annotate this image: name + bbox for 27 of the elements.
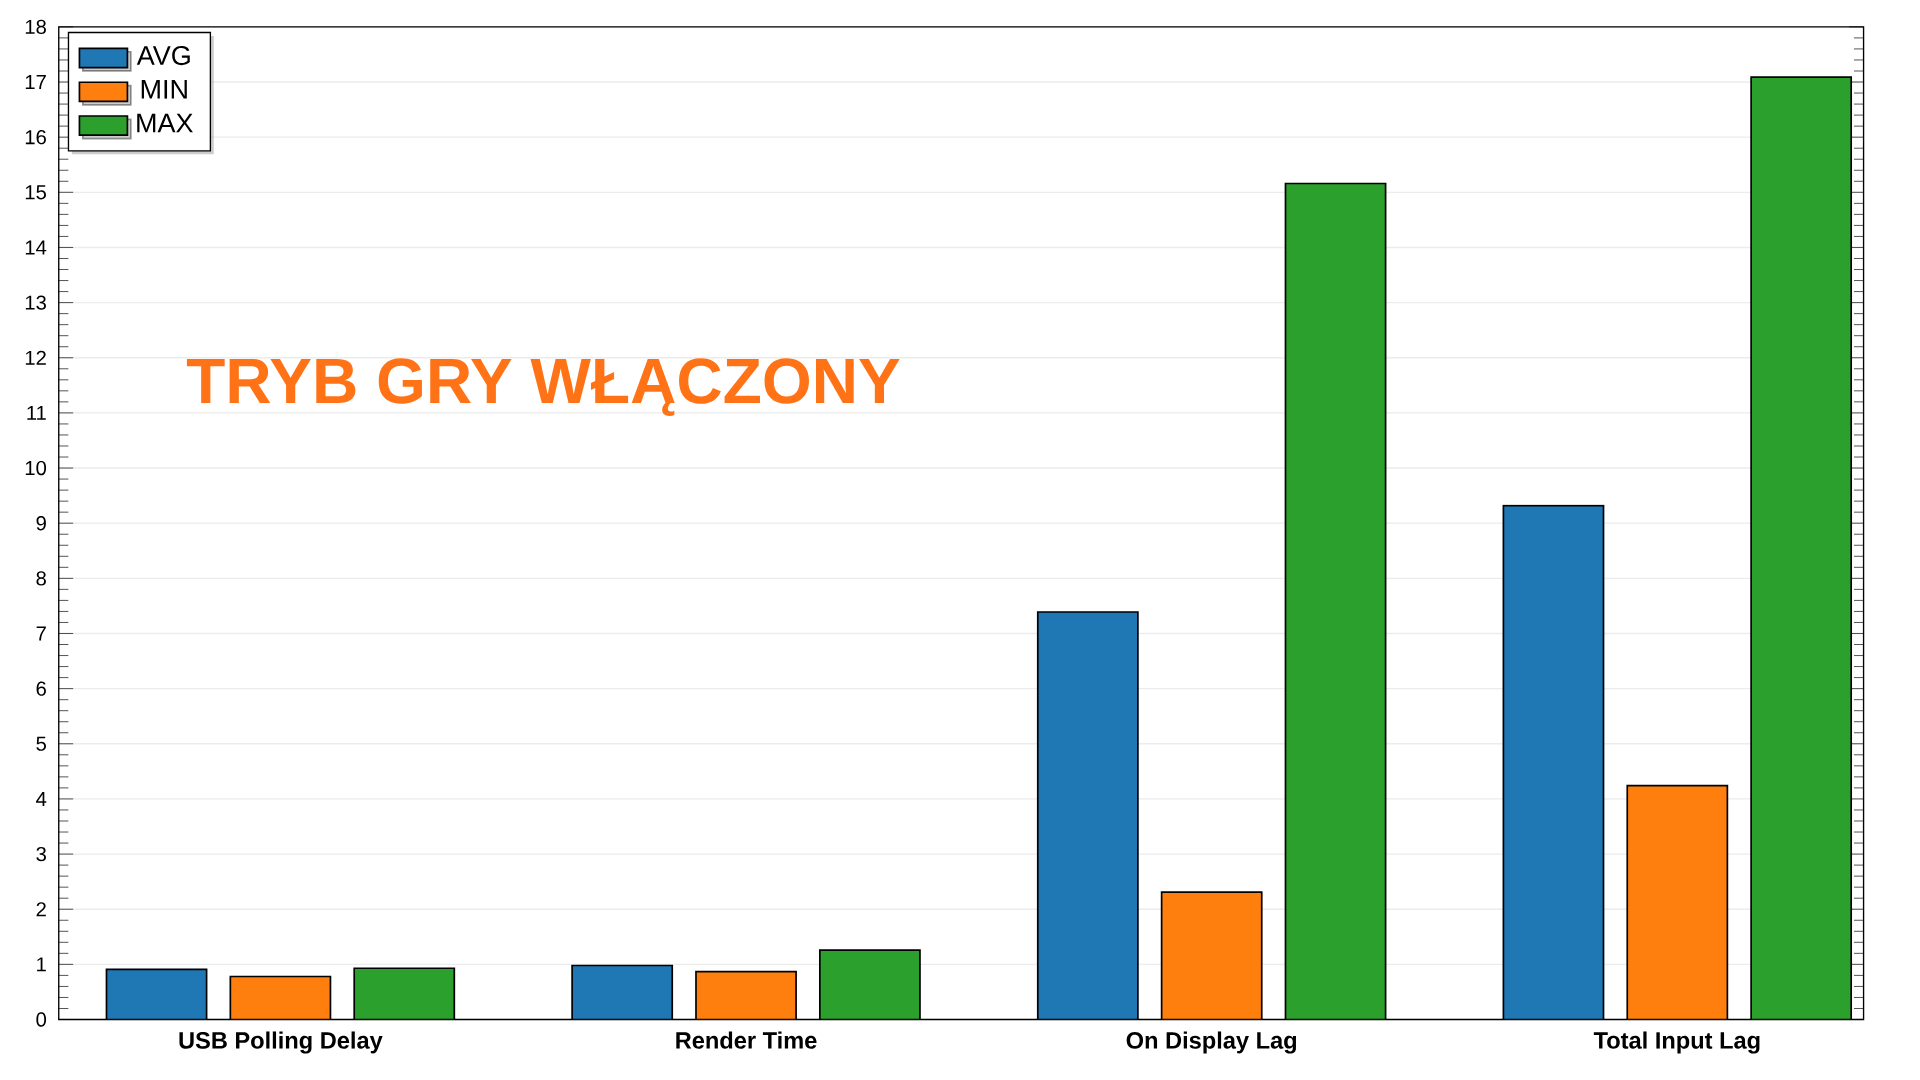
y-tick-label: 18 [25, 19, 46, 35]
y-tick-label: 8 [36, 571, 46, 586]
y-tick-label: 0 [36, 1012, 47, 1027]
y-tick-label: 15 [25, 185, 46, 200]
legend-label: AVG [136, 46, 190, 66]
y-tick-label: 11 [27, 405, 46, 420]
y-tick-label: 4 [36, 791, 47, 806]
y-tick-label: 16 [25, 130, 46, 145]
x-tick-label: USB Polling Delay [179, 1031, 383, 1054]
y-tick-label: 3 [36, 846, 46, 862]
y-tick-label: 12 [25, 350, 46, 365]
y-tick-label: 14 [25, 240, 47, 255]
y-tick-label: 1 [37, 957, 46, 972]
legend-label: MAX [137, 113, 193, 133]
x-tick-label: Total Input Lag [1593, 1031, 1760, 1054]
y-tick-label: 17 [25, 75, 46, 89]
y-tick-label: 10 [25, 460, 47, 476]
y-tick-label: 6 [36, 681, 46, 696]
y-tick-label: 13 [25, 295, 46, 310]
annotation: TRYB GRY WŁĄCZONY [186, 358, 900, 417]
y-tick-label: 2 [36, 902, 46, 917]
y-tick-label: 5 [36, 736, 46, 751]
x-tick-label: Render Time [676, 1031, 817, 1049]
legend-label: MIN [141, 80, 187, 99]
y-tick-label: 7 [36, 626, 46, 641]
x-tick-label: On Display Lag [1126, 1031, 1297, 1054]
y-tick-label: 9 [36, 516, 46, 531]
